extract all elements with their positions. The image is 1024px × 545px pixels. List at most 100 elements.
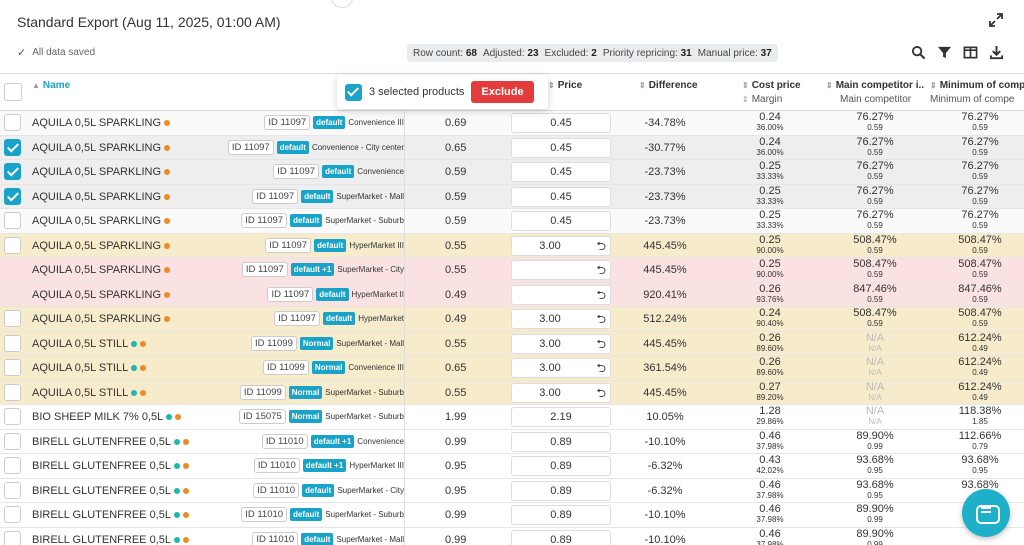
price-input[interactable]: ⮌ bbox=[511, 260, 611, 280]
table-row[interactable]: BIRELL GLUTENFREE 0,5L ID 11010 default … bbox=[0, 503, 1024, 528]
undo-icon[interactable]: ⮌ bbox=[596, 287, 606, 302]
row-checkbox[interactable] bbox=[4, 383, 21, 401]
table-row[interactable]: AQUILA 0,5L STILL ID 11099 Normal Conven… bbox=[0, 356, 1024, 381]
exclude-button[interactable]: Exclude bbox=[471, 81, 534, 103]
product-name[interactable]: AQUILA 0,5L SPARKLING bbox=[32, 191, 171, 203]
row-checkbox[interactable] bbox=[4, 530, 21, 545]
table-row[interactable]: AQUILA 0,5L SPARKLING ID 11097 default H… bbox=[0, 307, 1024, 332]
tier-badge[interactable]: default bbox=[290, 508, 323, 521]
price-input[interactable]: 3.00 ⮌ bbox=[511, 333, 611, 354]
table-row[interactable]: AQUILA 0,5L SPARKLING ID 11097 default H… bbox=[0, 282, 1024, 307]
row-checkbox[interactable] bbox=[4, 114, 21, 131]
tier-badge[interactable]: default bbox=[322, 312, 356, 325]
price-input[interactable]: 0.89 bbox=[511, 456, 611, 476]
product-name[interactable]: BIRELL GLUTENFREE 0,5L bbox=[32, 509, 189, 521]
select-all-checkbox[interactable] bbox=[4, 83, 22, 101]
row-checkbox[interactable] bbox=[4, 310, 21, 327]
table-row[interactable]: BIO SHEEP MILK 7% 0,5L ID 15075 Normal S… bbox=[0, 405, 1024, 430]
undo-icon[interactable]: ⮌ bbox=[596, 312, 606, 326]
row-checkbox[interactable] bbox=[4, 432, 21, 450]
tier-badge[interactable]: Normal bbox=[299, 336, 334, 350]
product-name[interactable]: AQUILA 0,5L SPARKLING bbox=[32, 215, 171, 227]
product-name[interactable]: BIO SHEEP MILK 7% 0,5L bbox=[32, 411, 182, 423]
product-name[interactable]: AQUILA 0,5L SPARKLING bbox=[32, 117, 171, 129]
search-icon[interactable] bbox=[910, 44, 926, 60]
product-name[interactable]: AQUILA 0,5L SPARKLING bbox=[32, 240, 171, 252]
tier-badge[interactable]: Normal bbox=[288, 385, 323, 399]
row-checkbox[interactable] bbox=[4, 506, 21, 523]
row-checkbox[interactable] bbox=[4, 212, 21, 229]
tier-badge[interactable]: default bbox=[276, 140, 309, 154]
price-input[interactable]: 3.00 ⮌ bbox=[511, 235, 611, 256]
undo-icon[interactable]: ⮌ bbox=[596, 263, 606, 277]
undo-icon[interactable]: ⮌ bbox=[596, 361, 606, 375]
price-input[interactable]: 0.89 bbox=[511, 529, 611, 545]
tier-badge[interactable]: default bbox=[314, 238, 347, 252]
column-cost-price[interactable]: ⇕ Cost price ⇕ Margin bbox=[742, 80, 801, 105]
price-input[interactable]: 3.00 ⮌ bbox=[511, 358, 611, 378]
product-name[interactable]: AQUILA 0,5L STILL bbox=[32, 338, 147, 350]
row-checkbox[interactable] bbox=[4, 457, 21, 474]
table-row[interactable]: BIRELL GLUTENFREE 0,5L ID 11010 default … bbox=[0, 429, 1024, 454]
table-row[interactable]: BIRELL GLUTENFREE 0,5L ID 11010 default … bbox=[0, 527, 1024, 545]
filter-icon[interactable] bbox=[936, 44, 952, 60]
chat-icon[interactable] bbox=[962, 489, 1010, 537]
column-min-competitor[interactable]: ⇕ Minimum of comp Minimum of compe bbox=[930, 80, 1024, 105]
tier-badge[interactable]: default bbox=[290, 214, 323, 227]
columns-icon[interactable] bbox=[962, 44, 978, 60]
table-row[interactable]: AQUILA 0,5L SPARKLING ID 11097 default +… bbox=[0, 258, 1024, 283]
tier-badge[interactable]: Normal bbox=[311, 361, 346, 374]
expand-icon[interactable] bbox=[988, 12, 1004, 28]
row-checkbox[interactable] bbox=[4, 334, 21, 352]
column-price[interactable]: ⇕ Price bbox=[548, 80, 583, 91]
tier-badge[interactable]: default bbox=[302, 483, 335, 497]
table-row[interactable]: BIRELL GLUTENFREE 0,5L ID 11010 default … bbox=[0, 478, 1024, 503]
row-checkbox[interactable] bbox=[4, 481, 21, 499]
row-checkbox[interactable] bbox=[4, 359, 21, 376]
table-row[interactable]: AQUILA 0,5L SPARKLING ID 11097 default S… bbox=[0, 184, 1024, 209]
table-row[interactable]: AQUILA 0,5L SPARKLING ID 11097 default C… bbox=[0, 160, 1024, 185]
tier-badge[interactable]: default bbox=[316, 287, 349, 301]
product-name[interactable]: AQUILA 0,5L SPARKLING bbox=[32, 264, 171, 276]
price-input[interactable]: 0.45 bbox=[511, 113, 611, 133]
tier-badge[interactable]: default +1 bbox=[310, 434, 355, 448]
undo-icon[interactable]: ⮌ bbox=[596, 238, 606, 253]
undo-icon[interactable]: ⮌ bbox=[596, 336, 606, 351]
price-input[interactable]: 2.19 bbox=[511, 407, 611, 427]
product-name[interactable]: BIRELL GLUTENFREE 0,5L bbox=[32, 485, 189, 497]
download-icon[interactable] bbox=[988, 44, 1004, 60]
product-name[interactable]: BIRELL GLUTENFREE 0,5L bbox=[32, 436, 189, 448]
tier-badge[interactable]: Normal bbox=[288, 410, 323, 423]
product-name[interactable]: AQUILA 0,5L SPARKLING bbox=[32, 313, 171, 325]
table-row[interactable]: AQUILA 0,5L SPARKLING ID 11097 default C… bbox=[0, 111, 1024, 136]
table-row[interactable]: AQUILA 0,5L SPARKLING ID 11097 default C… bbox=[0, 135, 1024, 160]
table-row[interactable]: AQUILA 0,5L STILL ID 11099 Normal SuperM… bbox=[0, 380, 1024, 405]
tier-badge[interactable]: default bbox=[313, 116, 346, 129]
price-input[interactable]: 3.00 ⮌ bbox=[511, 382, 611, 403]
product-name[interactable]: BIRELL GLUTENFREE 0,5L bbox=[32, 460, 189, 472]
price-input[interactable]: 0.45 bbox=[511, 211, 611, 231]
row-checkbox[interactable] bbox=[4, 187, 21, 205]
table-row[interactable]: AQUILA 0,5L SPARKLING ID 11097 default H… bbox=[0, 233, 1024, 258]
row-checkbox[interactable] bbox=[4, 236, 21, 254]
price-input[interactable]: 3.00 ⮌ bbox=[511, 309, 611, 329]
column-name[interactable]: ▲ Name bbox=[32, 80, 71, 91]
row-checkbox[interactable] bbox=[4, 408, 21, 425]
product-name[interactable]: AQUILA 0,5L STILL bbox=[32, 387, 147, 399]
product-name[interactable]: AQUILA 0,5L SPARKLING bbox=[32, 142, 171, 154]
price-input[interactable]: 0.45 bbox=[511, 162, 611, 182]
product-name[interactable]: AQUILA 0,5L SPARKLING bbox=[32, 166, 171, 178]
column-main-competitor[interactable]: ⇕ Main competitor i... Main competitor bbox=[826, 80, 924, 105]
price-input[interactable]: 0.89 bbox=[511, 505, 611, 525]
collapse-handle[interactable] bbox=[331, 0, 353, 8]
price-input[interactable]: 0.89 bbox=[511, 480, 611, 501]
price-input[interactable]: 0.45 bbox=[511, 137, 611, 158]
price-input[interactable]: 0.89 bbox=[511, 431, 611, 452]
product-name[interactable]: BIRELL GLUTENFREE 0,5L bbox=[32, 534, 189, 545]
price-input[interactable]: ⮌ bbox=[511, 284, 611, 305]
product-name[interactable]: AQUILA 0,5L SPARKLING bbox=[32, 289, 171, 301]
row-checkbox[interactable] bbox=[4, 138, 21, 156]
tier-badge[interactable]: default bbox=[322, 165, 355, 178]
table-row[interactable]: BIRELL GLUTENFREE 0,5L ID 11010 default … bbox=[0, 454, 1024, 479]
price-input[interactable]: 0.45 bbox=[511, 186, 611, 207]
